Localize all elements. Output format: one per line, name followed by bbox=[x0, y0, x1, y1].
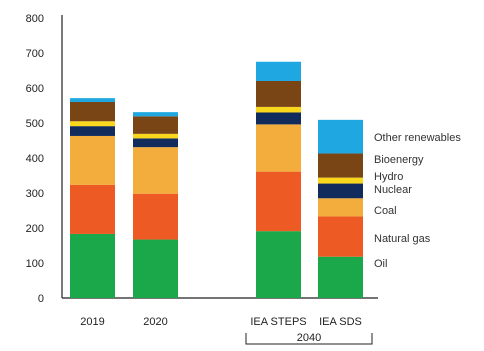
group-label: 2040 bbox=[297, 332, 321, 344]
bar-stacks bbox=[70, 61, 363, 298]
bar-coal-2020 bbox=[133, 147, 178, 194]
bar-oil-2019 bbox=[70, 233, 115, 298]
y-tick-label-200: 200 bbox=[26, 223, 44, 235]
bar-hydro-iea-sds bbox=[318, 177, 363, 184]
bar-natural-gas-iea-sds bbox=[318, 216, 363, 257]
y-tick-label-0: 0 bbox=[38, 293, 44, 305]
bar-hydro-iea-steps bbox=[256, 106, 301, 113]
y-tick-label-100: 100 bbox=[26, 258, 44, 270]
y-tick-label-400: 400 bbox=[26, 153, 44, 165]
legend-label-bioenergy: Bioenergy bbox=[374, 154, 424, 166]
category-labels: 2019 2020 IEA STEPS IEA SDS bbox=[80, 316, 362, 328]
bar-oil-2020 bbox=[133, 239, 178, 298]
y-axis-ticks: 0 100 200 300 400 500 600 700 800 bbox=[26, 13, 44, 305]
bar-other-renewables-iea-steps bbox=[256, 61, 301, 81]
bar-nuclear-iea-steps bbox=[256, 112, 301, 125]
bar-coal-iea-steps bbox=[256, 124, 301, 172]
bar-other-renewables-iea-sds bbox=[318, 119, 363, 154]
y-tick-label-300: 300 bbox=[26, 188, 44, 200]
bar-hydro-2020 bbox=[133, 133, 178, 139]
bar-natural-gas-iea-steps bbox=[256, 171, 301, 232]
legend-label-nuclear: Nuclear bbox=[374, 184, 412, 196]
bar-natural-gas-2019 bbox=[70, 184, 115, 234]
y-tick-label-600: 600 bbox=[26, 83, 44, 95]
group-bracket: 2040 bbox=[245, 332, 373, 345]
bar-natural-gas-2020 bbox=[133, 193, 178, 240]
legend-label-hydro: Hydro bbox=[374, 171, 403, 183]
legend-label-oil: Oil bbox=[374, 258, 387, 270]
bar-coal-iea-sds bbox=[318, 198, 363, 217]
bar-other-renewables-2019 bbox=[70, 98, 115, 102]
category-label-2019: 2019 bbox=[80, 316, 104, 328]
bar-oil-iea-steps bbox=[256, 231, 301, 298]
bar-bioenergy-2020 bbox=[133, 116, 178, 134]
group-bracket-line bbox=[245, 333, 373, 345]
bar-nuclear-2020 bbox=[133, 138, 178, 148]
y-tick-label-800: 800 bbox=[26, 13, 44, 25]
bar-bioenergy-2019 bbox=[70, 102, 115, 122]
bar-nuclear-2019 bbox=[70, 126, 115, 136]
bar-other-renewables-2020 bbox=[133, 112, 178, 117]
legend-label-natural-gas: Natural gas bbox=[374, 233, 431, 245]
y-tick-label-500: 500 bbox=[26, 118, 44, 130]
category-label-2020: 2020 bbox=[143, 316, 167, 328]
category-label-iea-sds: IEA SDS bbox=[319, 316, 362, 328]
legend-label-coal: Coal bbox=[374, 205, 397, 217]
bar-coal-2019 bbox=[70, 135, 115, 185]
legend-label-other-renewables: Other renewables bbox=[374, 132, 461, 144]
y-tick-label-700: 700 bbox=[26, 48, 44, 60]
category-label-iea-steps: IEA STEPS bbox=[250, 316, 306, 328]
bar-oil-iea-sds bbox=[318, 256, 363, 298]
bar-bioenergy-iea-steps bbox=[256, 81, 301, 107]
bar-nuclear-iea-sds bbox=[318, 183, 363, 199]
bar-hydro-2019 bbox=[70, 121, 115, 127]
bar-bioenergy-iea-sds bbox=[318, 153, 363, 178]
